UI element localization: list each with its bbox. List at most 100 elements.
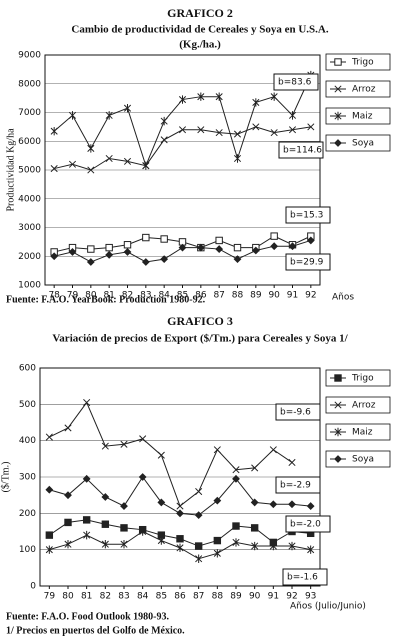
point <box>139 527 147 536</box>
y-tick-label: 3000 <box>18 223 41 233</box>
point <box>215 129 223 137</box>
y-tick-label: 500 <box>19 400 36 410</box>
point <box>87 166 95 174</box>
point <box>269 500 278 509</box>
point <box>270 129 278 137</box>
point <box>251 541 259 551</box>
point <box>50 165 58 173</box>
legend-box <box>325 134 391 152</box>
point <box>178 95 187 104</box>
point <box>176 502 184 510</box>
point <box>307 123 315 131</box>
y-tick-label: 8000 <box>18 79 41 89</box>
annotation: b=-2.9 <box>280 481 311 491</box>
point <box>120 540 128 549</box>
x-tick-label: 82 <box>122 291 133 301</box>
point <box>50 126 58 136</box>
x-tick-label: 93 <box>305 592 316 602</box>
point <box>288 500 296 509</box>
point <box>252 123 260 131</box>
annotation: b=83.6 <box>278 78 312 88</box>
x-tick-label: 91 <box>287 291 298 301</box>
annotation-box <box>285 515 331 533</box>
legend-label: Arroz <box>352 401 376 411</box>
point <box>176 509 184 518</box>
point <box>215 92 223 101</box>
chart-unit: (Kg./ha.) <box>179 39 221 51</box>
point <box>82 516 91 524</box>
y-tick-label: 0 <box>30 582 36 592</box>
point <box>45 485 54 494</box>
annotation-box <box>275 403 321 421</box>
x-tick-label: 90 <box>249 592 261 602</box>
x-tick-label: 85 <box>156 592 167 602</box>
chart-subtitle: Cambio de productividad de Cereales y So… <box>71 24 328 36</box>
point <box>232 522 240 530</box>
point <box>213 446 221 454</box>
x-tick-label: 91 <box>268 592 279 602</box>
point <box>157 536 165 545</box>
legend-marker <box>334 455 342 463</box>
point <box>64 540 72 549</box>
annotation-box <box>282 568 328 586</box>
point <box>105 243 113 252</box>
point <box>105 111 113 120</box>
legend-marker <box>334 58 342 66</box>
annotation: b=29.9 <box>290 258 324 268</box>
point <box>232 466 240 474</box>
y-tick-label: 200 <box>19 509 36 519</box>
point <box>105 250 114 259</box>
legend-box <box>325 107 391 125</box>
point <box>123 157 132 165</box>
point <box>288 458 296 467</box>
x-tick-label: 85 <box>177 291 188 301</box>
point <box>101 493 110 501</box>
point <box>195 554 203 563</box>
point <box>123 248 132 256</box>
series-line <box>49 401 293 507</box>
y-tick-label: 6000 <box>18 137 41 147</box>
point <box>120 502 128 510</box>
legend-label: Trigo <box>351 58 374 68</box>
x-tick-label: 81 <box>81 592 92 602</box>
point <box>141 258 150 266</box>
x-axis-label: Años <box>332 293 354 303</box>
point <box>213 496 222 505</box>
legend-label: Soya <box>352 139 374 149</box>
y-tick-label: 7000 <box>18 108 41 118</box>
point <box>142 233 150 242</box>
x-tick-label: 80 <box>85 291 97 301</box>
point <box>86 258 95 266</box>
point <box>176 535 184 543</box>
x-tick-label: 92 <box>286 592 297 602</box>
x-tick-label: 81 <box>103 291 114 301</box>
annotation: b=-1.6 <box>287 573 318 583</box>
legend-box <box>325 423 391 441</box>
x-tick-label: 84 <box>137 592 149 602</box>
point <box>64 424 72 432</box>
series-line <box>53 74 312 168</box>
legend-label: Maiz <box>352 428 373 438</box>
point <box>233 130 242 138</box>
y-tick-label: 100 <box>19 545 36 555</box>
point <box>45 531 54 539</box>
point <box>157 451 165 459</box>
legend-box <box>325 53 391 71</box>
legend-marker <box>334 427 342 437</box>
annotation: b=-2.0 <box>290 520 321 530</box>
y-tick-label: 300 <box>19 473 36 483</box>
chart-subtitle: Variación de precios de Export ($/Tm.) p… <box>52 333 348 345</box>
annotation-box <box>278 141 324 159</box>
point <box>194 511 203 520</box>
point <box>142 161 150 170</box>
x-tick-label: 88 <box>212 592 224 602</box>
point <box>123 241 132 249</box>
y-axis-label: Productividad Kg/ha <box>5 128 16 212</box>
legend-label: Arroz <box>352 85 376 95</box>
point <box>160 255 169 264</box>
point <box>251 246 260 255</box>
point <box>213 536 222 545</box>
point <box>196 243 205 252</box>
x-tick-label: 79 <box>44 592 56 602</box>
